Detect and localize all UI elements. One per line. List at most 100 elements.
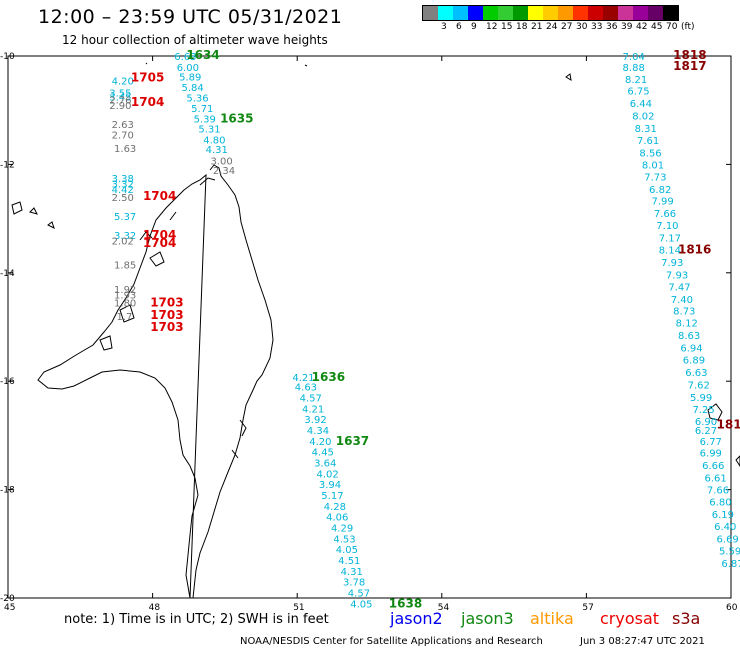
legend-cryosat: cryosat <box>600 609 660 628</box>
wave-height-value: 6.82 <box>649 185 671 196</box>
pass-time-label: 1818 <box>673 48 706 62</box>
colorbar-swatch <box>648 6 663 20</box>
pass-time-label: 1704 <box>143 189 176 203</box>
wave-height-value: 7.25 <box>692 405 714 416</box>
wave-height-value: 6.19 <box>712 510 734 521</box>
lat-tick-label: -18 <box>0 486 15 496</box>
wave-height-value: 5.37 <box>114 212 136 223</box>
wave-height-value: 2.34 <box>213 166 235 177</box>
track-jason3-1634: 6.636.005.895.845.365.715.395.314.804.31 <box>174 52 228 156</box>
track-jason3-east: 7.048.888.216.756.44 8.028.317.618.568.01… <box>623 52 740 570</box>
wave-height-value: 3.32 <box>114 231 136 242</box>
colorbar-swatch <box>453 6 468 20</box>
colorbar-swatch <box>543 6 558 20</box>
wave-height-value: 4.31 <box>341 567 363 578</box>
pass-time-label: 1705 <box>131 71 164 85</box>
colorbar-label: 33 <box>591 22 603 32</box>
wave-height-value: 7.17 <box>659 234 681 245</box>
wave-height-value: 5.59 <box>719 546 740 557</box>
colorbar-label: 45 <box>651 22 663 32</box>
colorbar-swatch <box>498 6 513 20</box>
wave-height-value: 6.69 <box>717 534 739 545</box>
wave-height-value: 8.56 <box>639 148 661 159</box>
wave-height-value: 6.44 <box>630 99 652 110</box>
wave-height-value: 6.77 <box>700 437 722 448</box>
wave-height-value: 5.39 <box>194 114 216 125</box>
wave-height-value: 7.47 <box>668 282 690 293</box>
pass-time-label: 1636 <box>312 370 345 384</box>
wave-height-value: 4.28 <box>324 502 346 513</box>
colorbar-label: 18 <box>516 22 528 32</box>
wave-height-value: 7.73 <box>644 172 666 183</box>
wave-height-value: 7.66 <box>654 209 676 220</box>
wave-height-value: 5.89 <box>179 73 201 84</box>
map-subtitle: 12 hour collection of altimeter wave hei… <box>62 33 328 47</box>
wave-height-value: 4.63 <box>295 383 317 394</box>
wave-height-value: 6.90 <box>695 417 717 428</box>
lon-tick-label: 45 <box>4 603 15 613</box>
wave-height-value: 4.21 <box>302 404 324 415</box>
wave-height-value: 3.32 <box>112 179 134 190</box>
legend-jason3: jason3 <box>461 609 514 628</box>
wave-height-value: 2.02 <box>112 236 134 247</box>
wave-height-value: 4.29 <box>331 524 353 535</box>
colorbar-label: 36 <box>606 22 618 32</box>
pass-time-label: 1637 <box>336 434 369 448</box>
wave-height-value: 1.63 <box>114 144 136 155</box>
wave-height-value: 4.20 <box>309 437 331 448</box>
wave-height-value: 4.80 <box>203 135 225 146</box>
east-coast-detail <box>231 419 247 459</box>
wave-height-value: 6.40 <box>714 522 736 533</box>
wave-height-value: 7.62 <box>688 380 710 391</box>
wave-height-value: 4.05 <box>350 599 372 610</box>
wave-height-value: 4.57 <box>348 589 370 600</box>
colorbar-swatch <box>423 6 438 20</box>
track-west-cyan-mid: 3.383.324.425.373.32 <box>112 174 137 242</box>
wave-height-value: 1.7 <box>116 312 132 323</box>
colorbar-swatch <box>513 6 528 20</box>
wave-height-value: 5.84 <box>182 83 204 94</box>
colorbar-swatch <box>438 6 453 20</box>
timestamp: Jun 3 08:27:47 UTC 2021 <box>580 636 705 647</box>
colorbar-swatch <box>573 6 588 20</box>
pass-time-label: 1704 <box>131 95 164 109</box>
lon-tick-label: 48 <box>149 603 161 613</box>
lon-tick-label: 54 <box>438 603 450 613</box>
colorbar-label: 70 <box>666 22 678 32</box>
wave-height-value: 4.06 <box>326 513 348 524</box>
wave-height-value: 4.53 <box>333 534 355 545</box>
wave-height-value: 6.63 <box>174 52 196 63</box>
wave-height-value: 8.63 <box>678 331 700 342</box>
seychelles-dots <box>145 62 308 67</box>
wave-height-value: 2.70 <box>112 131 134 142</box>
wave-height-value: 4.02 <box>316 469 338 480</box>
wave-height-value: 8.01 <box>642 160 664 171</box>
wave-height-value: 8.88 <box>623 63 645 74</box>
comoros-islands <box>11 201 55 229</box>
wave-height-value: 5.17 <box>321 491 343 502</box>
pass-time-label: 1703 <box>150 308 183 322</box>
mauritius-island <box>565 73 740 467</box>
colorbar <box>422 5 679 21</box>
colorbar-label: 9 <box>471 22 477 32</box>
note-text: note: 1) Time is in UTC; 2) SWH is in fe… <box>64 612 329 627</box>
wave-height-value: 6.87 <box>721 559 740 570</box>
lon-tick-label: 60 <box>726 603 738 613</box>
wave-height-value: 3.55 <box>109 88 131 99</box>
pass-time-label: 1634 <box>186 48 219 62</box>
wave-height-value: 7.04 <box>623 52 645 63</box>
lat-tick-label: -12 <box>0 160 15 170</box>
colorbar-label: 21 <box>531 22 543 32</box>
legend-s3a: s3a <box>672 609 701 628</box>
colorbar-label: 6 <box>456 22 462 32</box>
wave-height-value: 2.90 <box>109 101 131 112</box>
wave-height-value: 8.14 <box>659 245 681 256</box>
wave-height-value: 8.12 <box>676 319 698 330</box>
colorbar-swatch <box>483 6 498 20</box>
colorbar-swatch <box>663 6 678 20</box>
wave-height-value: 3.38 <box>112 174 134 185</box>
reunion-island <box>707 403 723 421</box>
wave-height-value: 6.27 <box>695 426 717 437</box>
pass-time-label: 1704 <box>143 228 176 242</box>
wave-height-value: 4.21 <box>292 373 314 384</box>
